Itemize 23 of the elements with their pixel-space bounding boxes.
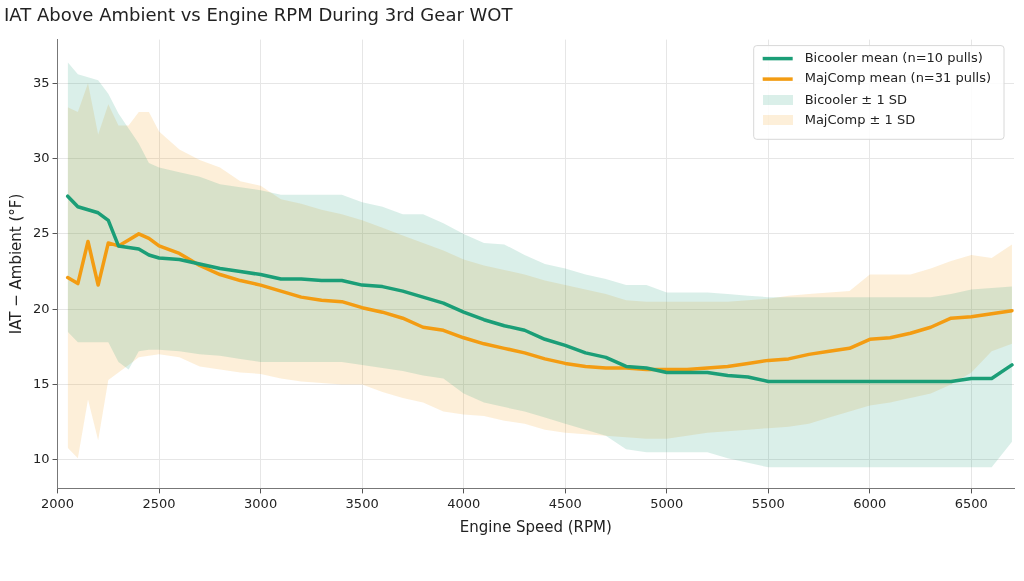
x-tick-label: 2000 bbox=[41, 495, 75, 511]
y-tick-label: 15 bbox=[33, 375, 50, 391]
x-tick-label: 5500 bbox=[751, 495, 785, 511]
y-tick-label: 25 bbox=[33, 225, 50, 241]
y-tick-label: 30 bbox=[33, 149, 50, 165]
x-axis-title: Engine Speed (RPM) bbox=[459, 517, 612, 536]
x-tick-label: 6000 bbox=[853, 495, 887, 511]
x-tick-label: 3000 bbox=[244, 495, 278, 511]
x-tick-label: 4500 bbox=[548, 495, 582, 511]
x-tick-label: 3500 bbox=[345, 495, 379, 511]
x-tick-label: 5000 bbox=[650, 495, 684, 511]
legend-label: MajComp mean (n=31 pulls) bbox=[804, 70, 991, 86]
chart-title: IAT Above Ambient vs Engine RPM During 3rd Gear WOT bbox=[4, 4, 514, 26]
annotation: Bicooler ± 1 SD bbox=[804, 91, 908, 108]
y-tick-label: 20 bbox=[33, 300, 50, 316]
y-tick-label: 35 bbox=[33, 74, 50, 90]
x-tick-label: 6500 bbox=[954, 495, 988, 511]
y-tick-label: 10 bbox=[33, 451, 50, 467]
legend-label: Bicooler mean (n=10 pulls) bbox=[804, 49, 983, 65]
x-tick-label: 4000 bbox=[447, 495, 481, 511]
annotation: MajComp ± 1 SD bbox=[804, 112, 916, 129]
y-axis-title: IAT − Ambient (°F) bbox=[6, 193, 25, 335]
x-tick-label: 2500 bbox=[142, 495, 176, 511]
